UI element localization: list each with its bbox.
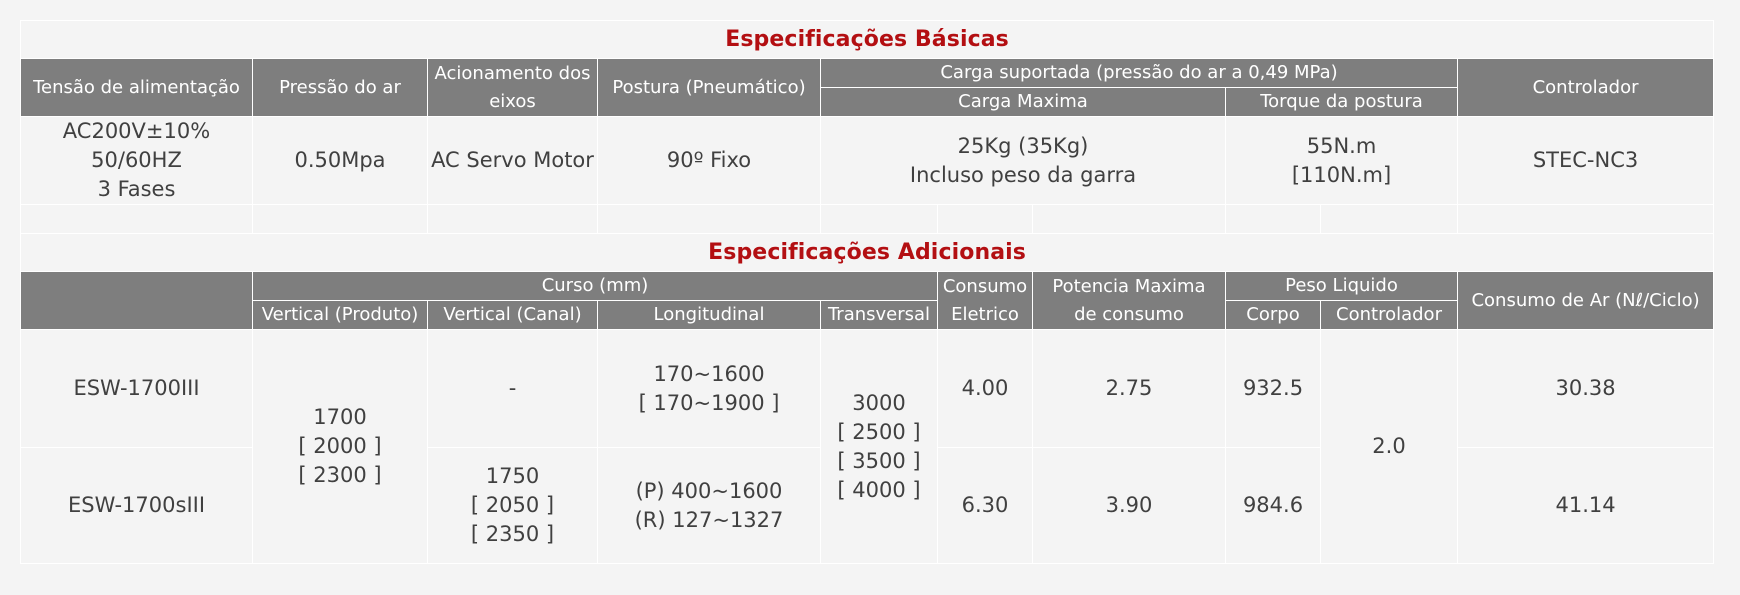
header-torque: Torque da postura bbox=[1225, 87, 1458, 117]
value-postura: 90º Fixo bbox=[597, 116, 821, 205]
value-transversal-line: [ 3500 ] bbox=[837, 448, 921, 473]
header-consumo-ar: Consumo de Ar (Nℓ/Ciclo) bbox=[1456, 271, 1715, 330]
value-transversal-line: [ 4000 ] bbox=[837, 477, 921, 502]
value-vertical-canal-line: [ 2350 ] bbox=[470, 522, 555, 546]
value-longitudinal: (P) 400~1600 (R) 127~1327 bbox=[597, 447, 821, 564]
header-tensao: Tensão de alimentação bbox=[20, 58, 253, 117]
value-transversal-line: 3000 bbox=[852, 390, 906, 415]
header-acionamento-line: Acionamento dos bbox=[434, 62, 591, 84]
header-acionamento-line: eixos bbox=[489, 90, 536, 112]
header-vertical-canal: Vertical (Canal) bbox=[427, 300, 598, 330]
value-torque-line: [110N.m] bbox=[1291, 162, 1392, 187]
value-corpo: 984.6 bbox=[1225, 447, 1321, 564]
value-pressao: 0.50Mpa bbox=[252, 116, 428, 205]
value-corpo: 932.5 bbox=[1225, 329, 1321, 448]
header-consumo-eletrico-line: Consumo bbox=[942, 275, 1028, 297]
value-vertical-canal-line: - bbox=[508, 376, 517, 400]
header-postura: Postura (Pneumático) bbox=[597, 58, 821, 117]
value-longitudinal: 170~1600 [ 170~1900 ] bbox=[597, 329, 821, 448]
value-peso-controlador: 2.0 bbox=[1320, 329, 1458, 564]
header-consumo-eletrico-line: Eletrico bbox=[951, 303, 1019, 325]
value-controlador: STEC-NC3 bbox=[1456, 116, 1715, 205]
value-carga-max-line: 25Kg (35Kg) bbox=[957, 133, 1089, 158]
basic-specs-title: Especificações Básicas bbox=[19, 20, 1715, 59]
value-vertical-canal: 1750 [ 2050 ] [ 2350 ] bbox=[427, 447, 598, 564]
header-acionamento: Acionamento dos eixos bbox=[427, 58, 598, 117]
header-model-blank bbox=[20, 271, 253, 330]
value-longitudinal-line: [ 170~1900 ] bbox=[638, 390, 780, 415]
header-transversal: Transversal bbox=[820, 300, 938, 330]
spec-sheet: Especificações Básicas Tensão de aliment… bbox=[19, 20, 1715, 575]
header-vertical-produto: Vertical (Produto) bbox=[252, 300, 428, 330]
value-consumo-eletrico: 4.00 bbox=[937, 329, 1033, 448]
header-corpo: Corpo bbox=[1225, 300, 1321, 330]
value-potencia: 2.75 bbox=[1032, 329, 1226, 448]
value-carga-max-line: Incluso peso da garra bbox=[909, 162, 1137, 187]
value-vertical-produto: 1700 [ 2000 ] [ 2300 ] bbox=[252, 329, 428, 564]
value-vertical-canal-line: 1750 bbox=[485, 464, 540, 488]
model-name: ESW-1700III bbox=[20, 329, 253, 448]
spacer-row bbox=[20, 204, 1715, 234]
value-potencia: 3.90 bbox=[1032, 447, 1226, 564]
model-name: ESW-1700sIII bbox=[20, 447, 253, 564]
header-carga-group: Carga suportada (pressão do ar a 0,49 MP… bbox=[820, 58, 1458, 88]
value-tensao-line: 3 Fases bbox=[97, 177, 176, 201]
value-tensao: AC200V±10% 50/60HZ 3 Fases bbox=[20, 116, 253, 205]
value-torque-line: 55N.m bbox=[1306, 133, 1377, 158]
header-curso-group: Curso (mm) bbox=[252, 271, 938, 301]
value-torque: 55N.m [110N.m] bbox=[1225, 116, 1458, 205]
value-vertical-produto-line: [ 2000 ] bbox=[298, 434, 382, 458]
value-vertical-produto-line: [ 2300 ] bbox=[298, 463, 382, 487]
value-vertical-canal: - bbox=[427, 329, 598, 448]
header-pressao: Pressão do ar bbox=[252, 58, 428, 117]
value-tensao-line: AC200V±10% bbox=[62, 119, 211, 143]
header-peso-group: Peso Liquido bbox=[1225, 271, 1458, 301]
table-row: ESW-1700sIII 1750 [ 2050 ] [ 2350 ] (P) … bbox=[20, 447, 1715, 564]
value-longitudinal-line: (R) 127~1327 bbox=[634, 507, 784, 532]
header-peso-controlador: Controlador bbox=[1320, 300, 1458, 330]
header-potencia: Potencia Maxima de consumo bbox=[1032, 271, 1226, 330]
table-row: ESW-1700III 1700 [ 2000 ] [ 2300 ] - 170… bbox=[20, 329, 1715, 564]
value-acionamento: AC Servo Motor bbox=[427, 116, 598, 205]
value-carga-max: 25Kg (35Kg) Incluso peso da garra bbox=[820, 116, 1226, 205]
header-longitudinal: Longitudinal bbox=[597, 300, 821, 330]
header-controlador: Controlador bbox=[1456, 58, 1715, 117]
header-carga-max: Carga Maxima bbox=[820, 87, 1226, 117]
value-tensao-line: 50/60HZ bbox=[91, 148, 182, 172]
value-vertical-canal-line: [ 2050 ] bbox=[470, 493, 555, 517]
value-longitudinal-line: (P) 400~1600 bbox=[635, 478, 783, 503]
value-consumo-ar: 41.14 bbox=[1456, 447, 1715, 564]
value-consumo-eletrico: 6.30 bbox=[937, 447, 1033, 564]
value-longitudinal-line: 170~1600 bbox=[653, 361, 765, 386]
header-consumo-eletrico: Consumo Eletrico bbox=[937, 271, 1033, 330]
header-potencia-line: de consumo bbox=[1074, 303, 1184, 325]
header-potencia-line: Potencia Maxima bbox=[1052, 275, 1206, 297]
spec-table: Especificações Básicas Tensão de aliment… bbox=[19, 20, 1715, 564]
value-consumo-ar: 30.38 bbox=[1456, 329, 1715, 448]
value-transversal-line: [ 2500 ] bbox=[837, 419, 921, 444]
additional-specs-title: Especificações Adicionais bbox=[19, 233, 1715, 272]
value-vertical-produto-line: 1700 bbox=[313, 405, 367, 429]
value-transversal: 3000 [ 2500 ] [ 3500 ] [ 4000 ] bbox=[820, 329, 938, 564]
